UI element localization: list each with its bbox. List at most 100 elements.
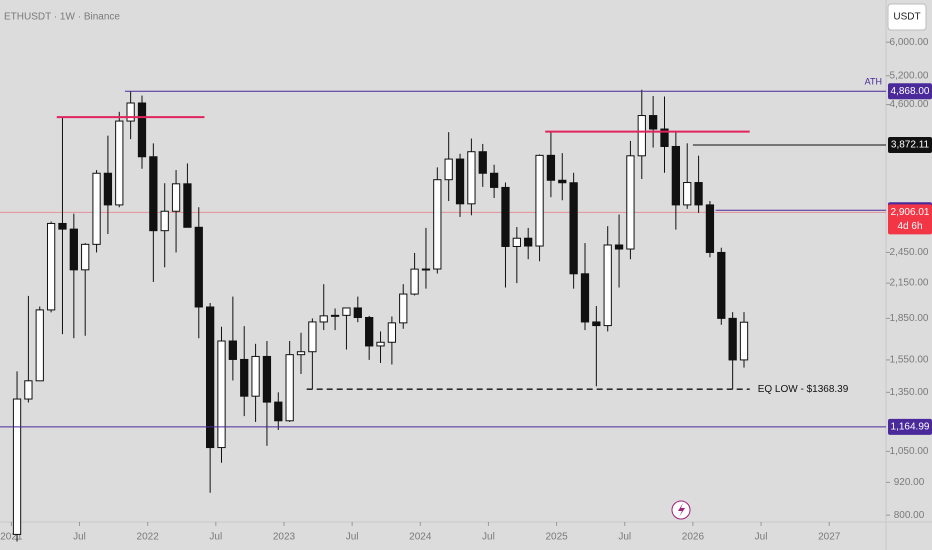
candle-body [194, 226, 203, 308]
candle-body [671, 145, 680, 206]
candle-body [149, 156, 158, 232]
candle-body [421, 268, 431, 271]
candle-body [92, 172, 101, 245]
candle-body [103, 172, 113, 206]
candle-body [58, 222, 67, 230]
price-tag-label: 1,164.99 [891, 422, 930, 433]
candle-body [330, 314, 340, 317]
event-icon-bolt [678, 503, 685, 517]
candle-body [558, 179, 567, 184]
x-tick-label: Jul [618, 532, 631, 543]
x-tick-label: Jul [346, 532, 359, 543]
candle-body [81, 243, 90, 271]
y-tick-label: 800.00 [894, 510, 925, 521]
candle-body [626, 155, 635, 250]
x-tick-label: Jul [209, 532, 222, 543]
y-tick-label: 1,850.00 [890, 313, 929, 324]
y-tick-label: 4,600.00 [890, 99, 929, 110]
candle-body [592, 321, 601, 327]
candle-body [444, 158, 453, 181]
candle-body [137, 102, 147, 158]
candle-body [115, 120, 124, 206]
candle-body [365, 316, 374, 347]
candle-body [308, 321, 317, 353]
candle-body [535, 154, 544, 247]
x-tick-label: 2027 [818, 532, 841, 543]
candle-body [171, 183, 181, 212]
candle-body [35, 309, 44, 382]
y-tick-label: 6,000.00 [890, 37, 929, 48]
candle-body [251, 355, 260, 397]
x-tick-label: 2026 [682, 532, 705, 543]
last-price-tag: 2,906.01 4d 6h [888, 204, 932, 235]
candle-body [580, 273, 590, 323]
price-tag: 4,868.00 [888, 83, 932, 100]
candle-body [319, 315, 328, 323]
y-tick-label: 2,150.00 [890, 278, 929, 289]
price-tag-box [888, 83, 932, 100]
candle-body [649, 115, 658, 130]
x-tick-label: 2023 [273, 532, 296, 543]
x-tick-label: Jul [482, 532, 495, 543]
currency-button[interactable]: USDT [887, 3, 927, 31]
price-tag-box [888, 137, 932, 154]
candle-body [274, 401, 283, 422]
candle-body [728, 317, 737, 361]
candle-body [285, 354, 294, 422]
x-tick-label: Jul [73, 532, 86, 543]
candle-body [637, 115, 646, 157]
price-tag-box [888, 418, 932, 435]
candle-body [614, 244, 624, 250]
x-tick-label: 2021 [0, 532, 23, 543]
last-price-box [888, 204, 932, 235]
candle-body [489, 172, 499, 188]
y-tick-label: 1,550.00 [890, 355, 929, 366]
candle-body [126, 102, 135, 122]
y-tick-label: 1,050.00 [890, 446, 929, 457]
y-tick-label: 2,450.00 [890, 247, 929, 258]
countdown-label: 4d 6h [897, 221, 922, 232]
candle-body [739, 321, 749, 361]
y-tick-label: 1,350.00 [890, 387, 929, 398]
currency-label[interactable]: USDT [893, 12, 920, 23]
candle-body [12, 398, 22, 535]
last-price-label: 2,906.01 [891, 207, 930, 218]
candle-body [410, 268, 419, 295]
candle-body [353, 307, 362, 318]
price-tag-label: 4,868.00 [891, 86, 930, 97]
y-tick-label: 920.00 [894, 477, 925, 488]
candle-body [399, 293, 408, 324]
candle-body [478, 151, 487, 174]
x-tick-label: 2022 [137, 532, 160, 543]
candle-body [683, 182, 692, 206]
candle-body [69, 228, 78, 271]
candle-body [455, 158, 465, 205]
candle-body [717, 251, 726, 319]
candle-body [387, 322, 397, 343]
candle-body [546, 154, 556, 181]
y-tick-label: 5,200.00 [890, 70, 929, 81]
candle-body [160, 210, 169, 232]
price-tag: 3,872.11 [888, 137, 932, 154]
price-tag: 1,164.99 [888, 418, 932, 435]
level-note: ATH [865, 77, 882, 87]
chart-title: ETHUSDT · 1W · Binance [4, 12, 120, 23]
candle-body [467, 151, 476, 205]
candle-body [183, 183, 192, 228]
candle-body [603, 244, 612, 327]
x-tick-label: 2025 [545, 532, 568, 543]
x-tick-label: 2024 [409, 532, 432, 543]
candle-body [524, 237, 533, 247]
candle-body [240, 358, 249, 397]
candle-body [569, 182, 578, 275]
candle-body [342, 307, 351, 316]
candle-body [376, 341, 385, 347]
x-tick-label: Jul [755, 532, 768, 543]
candle-body [512, 237, 521, 247]
candle-body [217, 340, 226, 449]
candle-body [262, 355, 272, 403]
currency-button-box[interactable] [887, 3, 927, 31]
candle-body [206, 306, 215, 449]
